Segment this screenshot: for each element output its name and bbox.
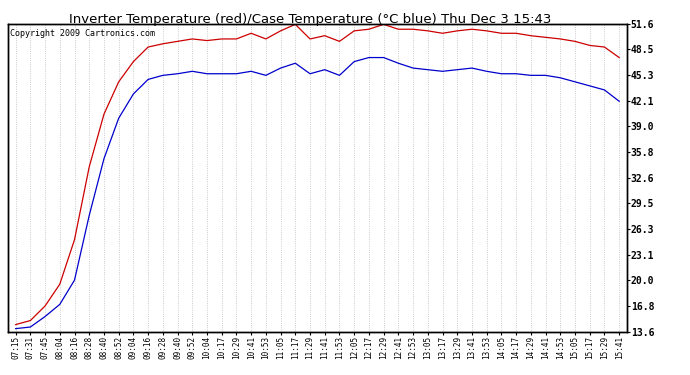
Text: Copyright 2009 Cartronics.com: Copyright 2009 Cartronics.com — [10, 29, 155, 38]
Text: Inverter Temperature (red)/Case Temperature (°C blue) Thu Dec 3 15:43: Inverter Temperature (red)/Case Temperat… — [69, 13, 552, 26]
